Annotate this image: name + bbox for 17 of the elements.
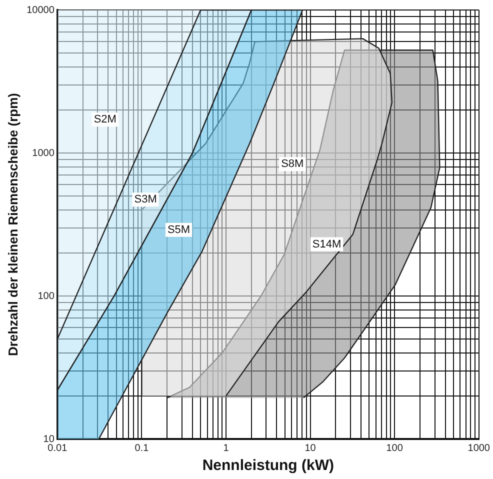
- x-tick-label: 10: [304, 442, 316, 454]
- x-axis-title: Nennleistung (kW): [202, 457, 334, 474]
- x-tick-label: 1: [223, 442, 230, 454]
- series-label: S8M: [281, 158, 304, 170]
- series-label: S3M: [134, 194, 157, 206]
- series-label: S14M: [312, 238, 342, 250]
- y-axis-title: Drehzahl der kleinen Riemenscheibe (rpm): [5, 93, 20, 356]
- y-tick-label: 1000: [32, 148, 55, 159]
- y-tick-label: 10000: [26, 4, 55, 16]
- series-label: S5M: [167, 224, 190, 236]
- series-label: S2M: [94, 114, 116, 126]
- x-tick-label: 0.01: [48, 442, 68, 454]
- x-tick-label: 0.1: [134, 442, 150, 454]
- y-tick-label: 10: [43, 434, 55, 445]
- x-tick-label: 100: [386, 442, 404, 454]
- x-tick-label: 1000: [468, 442, 490, 454]
- y-tick-label: 100: [38, 290, 55, 302]
